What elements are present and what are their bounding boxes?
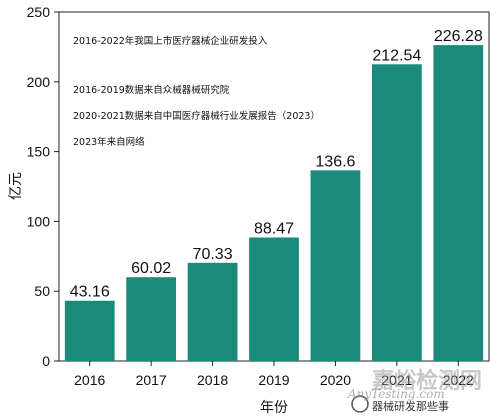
data-label-2017: 60.02 [131, 260, 171, 277]
x-tick-label-2019: 2019 [258, 372, 289, 388]
x-tick-label-2022: 2022 [443, 372, 474, 388]
annotation-group: 2016-2022年我国上市医疗器械企业研发投入 2016-2019数据来自众械… [73, 35, 320, 148]
watermark-logo-icon [351, 395, 369, 413]
watermark-url: AnyTesting.com [347, 387, 445, 401]
annotation-source-2: 2020-2021数据来自中国医疗器械行业发展报告（2023） [73, 110, 320, 122]
x-axis: 2016 2017 2018 2019 2020 2021 2022 [74, 361, 474, 388]
x-tick-label-2020: 2020 [320, 372, 351, 388]
x-axis-label: 年份 [260, 400, 288, 416]
watermark: 嘉峪检测网 AnyTesting.com 器械研发那些事 [347, 368, 482, 413]
y-tick-label-150: 150 [27, 144, 51, 160]
x-tick-label-2016: 2016 [74, 372, 105, 388]
y-tick-label-0: 0 [42, 353, 50, 369]
x-tick-label-2017: 2017 [136, 372, 167, 388]
watermark-sub: 器械研发那些事 [372, 399, 449, 413]
data-label-2016: 43.16 [70, 284, 110, 301]
data-label-2022: 226.28 [434, 28, 483, 45]
x-tick-label-2021: 2021 [381, 372, 412, 388]
bars-group: 43.16 60.02 70.33 88.47 136.6 212.54 226.28 [64, 28, 484, 361]
y-tick-label-200: 200 [27, 74, 51, 90]
bar-2019 [249, 237, 299, 361]
bar-2020 [310, 170, 361, 361]
bar-2018 [187, 262, 238, 361]
annotation-title: 2016-2022年我国上市医疗器械企业研发投入 [73, 35, 268, 47]
y-axis: 0 50 100 150 200 250 [27, 4, 59, 369]
annotation-source-3: 2023年来自网络 [73, 136, 145, 148]
bar-2022 [433, 45, 484, 361]
y-tick-label-250: 250 [27, 4, 51, 20]
data-label-2019: 88.47 [254, 220, 294, 237]
x-tick-label-2018: 2018 [197, 372, 228, 388]
y-tick-label-50: 50 [34, 283, 50, 299]
data-label-2018: 70.33 [193, 246, 233, 263]
bar-2017 [126, 277, 177, 361]
y-axis-label: 亿元 [8, 172, 24, 200]
data-label-2020: 136.6 [315, 153, 355, 170]
watermark-text: 嘉峪检测网 [372, 368, 482, 394]
bar-2021 [371, 64, 422, 361]
y-tick-label-100: 100 [27, 213, 51, 229]
bar-2016 [64, 300, 115, 361]
data-label-2021: 212.54 [372, 47, 421, 64]
annotation-source-1: 2016-2019数据来自众械器械研究院 [73, 84, 230, 96]
